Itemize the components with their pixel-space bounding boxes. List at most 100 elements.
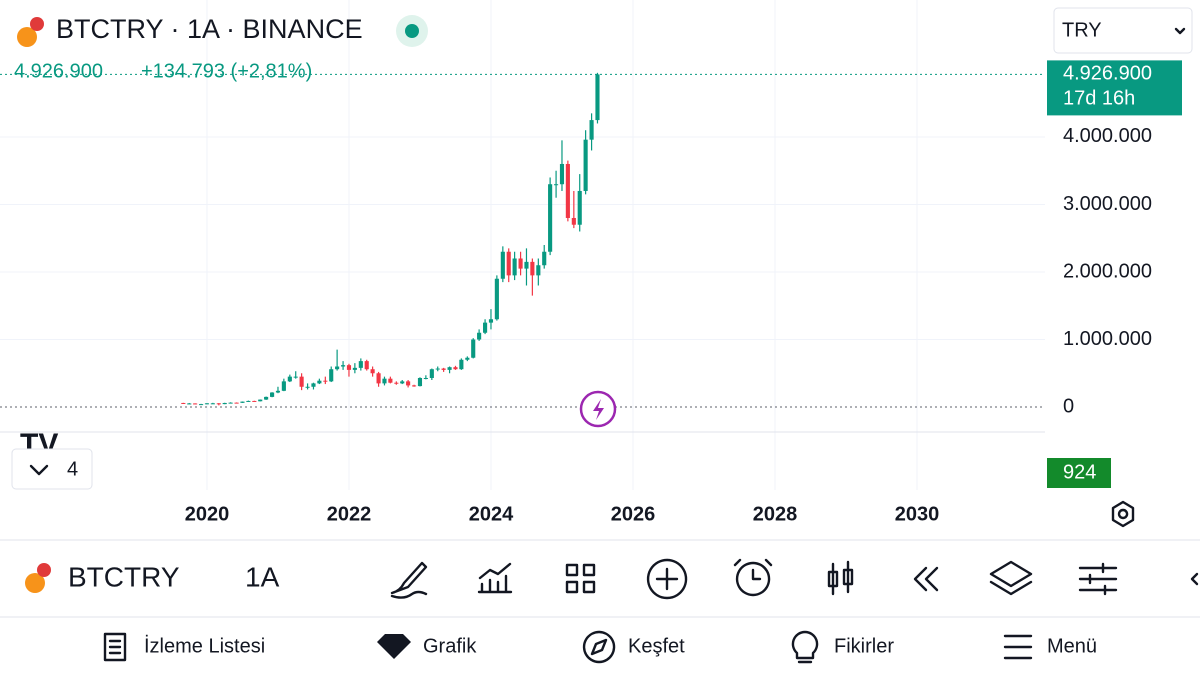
- candle-body: [187, 403, 192, 405]
- candle-body: [536, 265, 541, 276]
- candle-body: [275, 390, 281, 393]
- nav-ideas[interactable]: Fikirler: [791, 630, 894, 664]
- volume-label: 924: [1063, 461, 1096, 483]
- drawing-icon[interactable]: [390, 561, 428, 599]
- candle-body: [453, 367, 458, 370]
- indicator-count: 4: [67, 458, 78, 480]
- candle-body: [370, 369, 375, 374]
- nav-watchlist[interactable]: İzleme Listesi: [103, 632, 265, 662]
- candle-body: [423, 377, 428, 379]
- layout-icon[interactable]: [565, 563, 596, 594]
- y-tick-label: 0: [1063, 395, 1074, 417]
- candle-body: [388, 378, 393, 383]
- chart-type-icon[interactable]: [827, 560, 854, 596]
- candle-body: [222, 402, 227, 405]
- nav-icon: [791, 630, 819, 664]
- candle-body: [311, 383, 316, 387]
- y-tick-label: 3.000.000: [1063, 193, 1152, 215]
- candle-body: [447, 367, 452, 370]
- candle-body: [346, 365, 352, 370]
- currency-select[interactable]: [1053, 7, 1193, 54]
- x-tick-label: 2020: [185, 503, 230, 525]
- candle-body: [500, 251, 505, 279]
- candle-body: [264, 396, 269, 400]
- candle-body: [548, 184, 553, 252]
- candle-body: [216, 403, 221, 405]
- chevron: [1174, 27, 1186, 35]
- nav-icon: [103, 632, 127, 662]
- volume-box: [1047, 458, 1111, 488]
- chevron: [29, 464, 49, 476]
- settings-icon[interactable]: [1111, 500, 1135, 528]
- candle-body: [382, 378, 387, 384]
- nav-label: İzleme Listesi: [144, 634, 265, 657]
- candle-body: [524, 261, 529, 269]
- nav-menu[interactable]: Menü: [1003, 634, 1097, 660]
- candle-body: [518, 258, 523, 269]
- candle-body: [559, 163, 565, 185]
- candle-body: [210, 403, 215, 405]
- candle-body: [565, 163, 570, 218]
- candle-body: [471, 339, 476, 358]
- btc-logo: [25, 573, 45, 593]
- candle-body: [204, 403, 210, 405]
- candle-body: [287, 376, 292, 382]
- candle-body: [435, 368, 440, 370]
- candle-body: [352, 367, 357, 370]
- btc-logo: [17, 27, 37, 47]
- last-price-box: [1047, 60, 1182, 116]
- candle-body: [494, 278, 499, 320]
- candle-body: [506, 251, 511, 276]
- quote-change: +134.793 (+2,81%): [141, 60, 312, 82]
- replay-icon[interactable]: [913, 566, 939, 592]
- candle-body: [193, 403, 198, 405]
- settings-sliders-icon[interactable]: [1078, 562, 1118, 596]
- nav-label: Grafik: [423, 635, 477, 657]
- candle-body: [358, 361, 363, 368]
- candle-body: [583, 139, 588, 191]
- candle-body: [329, 369, 334, 382]
- candle-body: [252, 400, 257, 402]
- y-tick-label: 4.000.000: [1063, 125, 1152, 147]
- candle-body: [488, 319, 494, 323]
- candle-body: [364, 361, 369, 370]
- candle-body: [281, 381, 286, 391]
- candle-body: [335, 366, 340, 370]
- nav-icon: [582, 630, 616, 664]
- candle-body: [417, 377, 423, 387]
- candle-body: [459, 359, 464, 370]
- lightning-icon: [593, 399, 604, 420]
- add-icon[interactable]: [646, 558, 688, 600]
- candle-body: [323, 380, 328, 382]
- candle-body: [394, 382, 399, 384]
- candle-body: [234, 402, 239, 404]
- candle-body: [542, 251, 547, 266]
- candle-body: [258, 399, 263, 402]
- candle-body: [554, 184, 559, 186]
- scroll-arrow[interactable]: [1190, 572, 1199, 586]
- nav-explore[interactable]: Keşfet: [582, 630, 685, 664]
- indicator-toggle[interactable]: [11, 448, 93, 490]
- candle-body: [246, 400, 251, 402]
- nav-chart[interactable]: Grafik: [377, 634, 477, 659]
- alert-icon[interactable]: [733, 558, 773, 597]
- market-status-dot: [405, 24, 419, 38]
- candle-body: [270, 392, 275, 397]
- candle-body: [483, 322, 488, 333]
- x-tick-label: 2030: [895, 503, 940, 525]
- currency: TRY: [1062, 19, 1102, 41]
- indicators-icon[interactable]: [477, 562, 513, 594]
- symbol-title: BTCTRY · 1A · BINANCE: [56, 14, 363, 44]
- layers-icon[interactable]: [989, 560, 1033, 596]
- quote: 4.926.900: [14, 60, 103, 82]
- toolbar-symbol[interactable]: BTCTRY: [68, 561, 180, 592]
- candle-body: [400, 381, 405, 384]
- x-tick-label: 2024: [469, 503, 514, 525]
- nav-icon: [1003, 634, 1033, 660]
- candle-body: [299, 376, 304, 387]
- candle-body: [477, 332, 482, 340]
- try-badge: [37, 563, 51, 577]
- nav-label: Fikirler: [834, 635, 894, 657]
- toolbar-interval[interactable]: 1A: [245, 561, 280, 592]
